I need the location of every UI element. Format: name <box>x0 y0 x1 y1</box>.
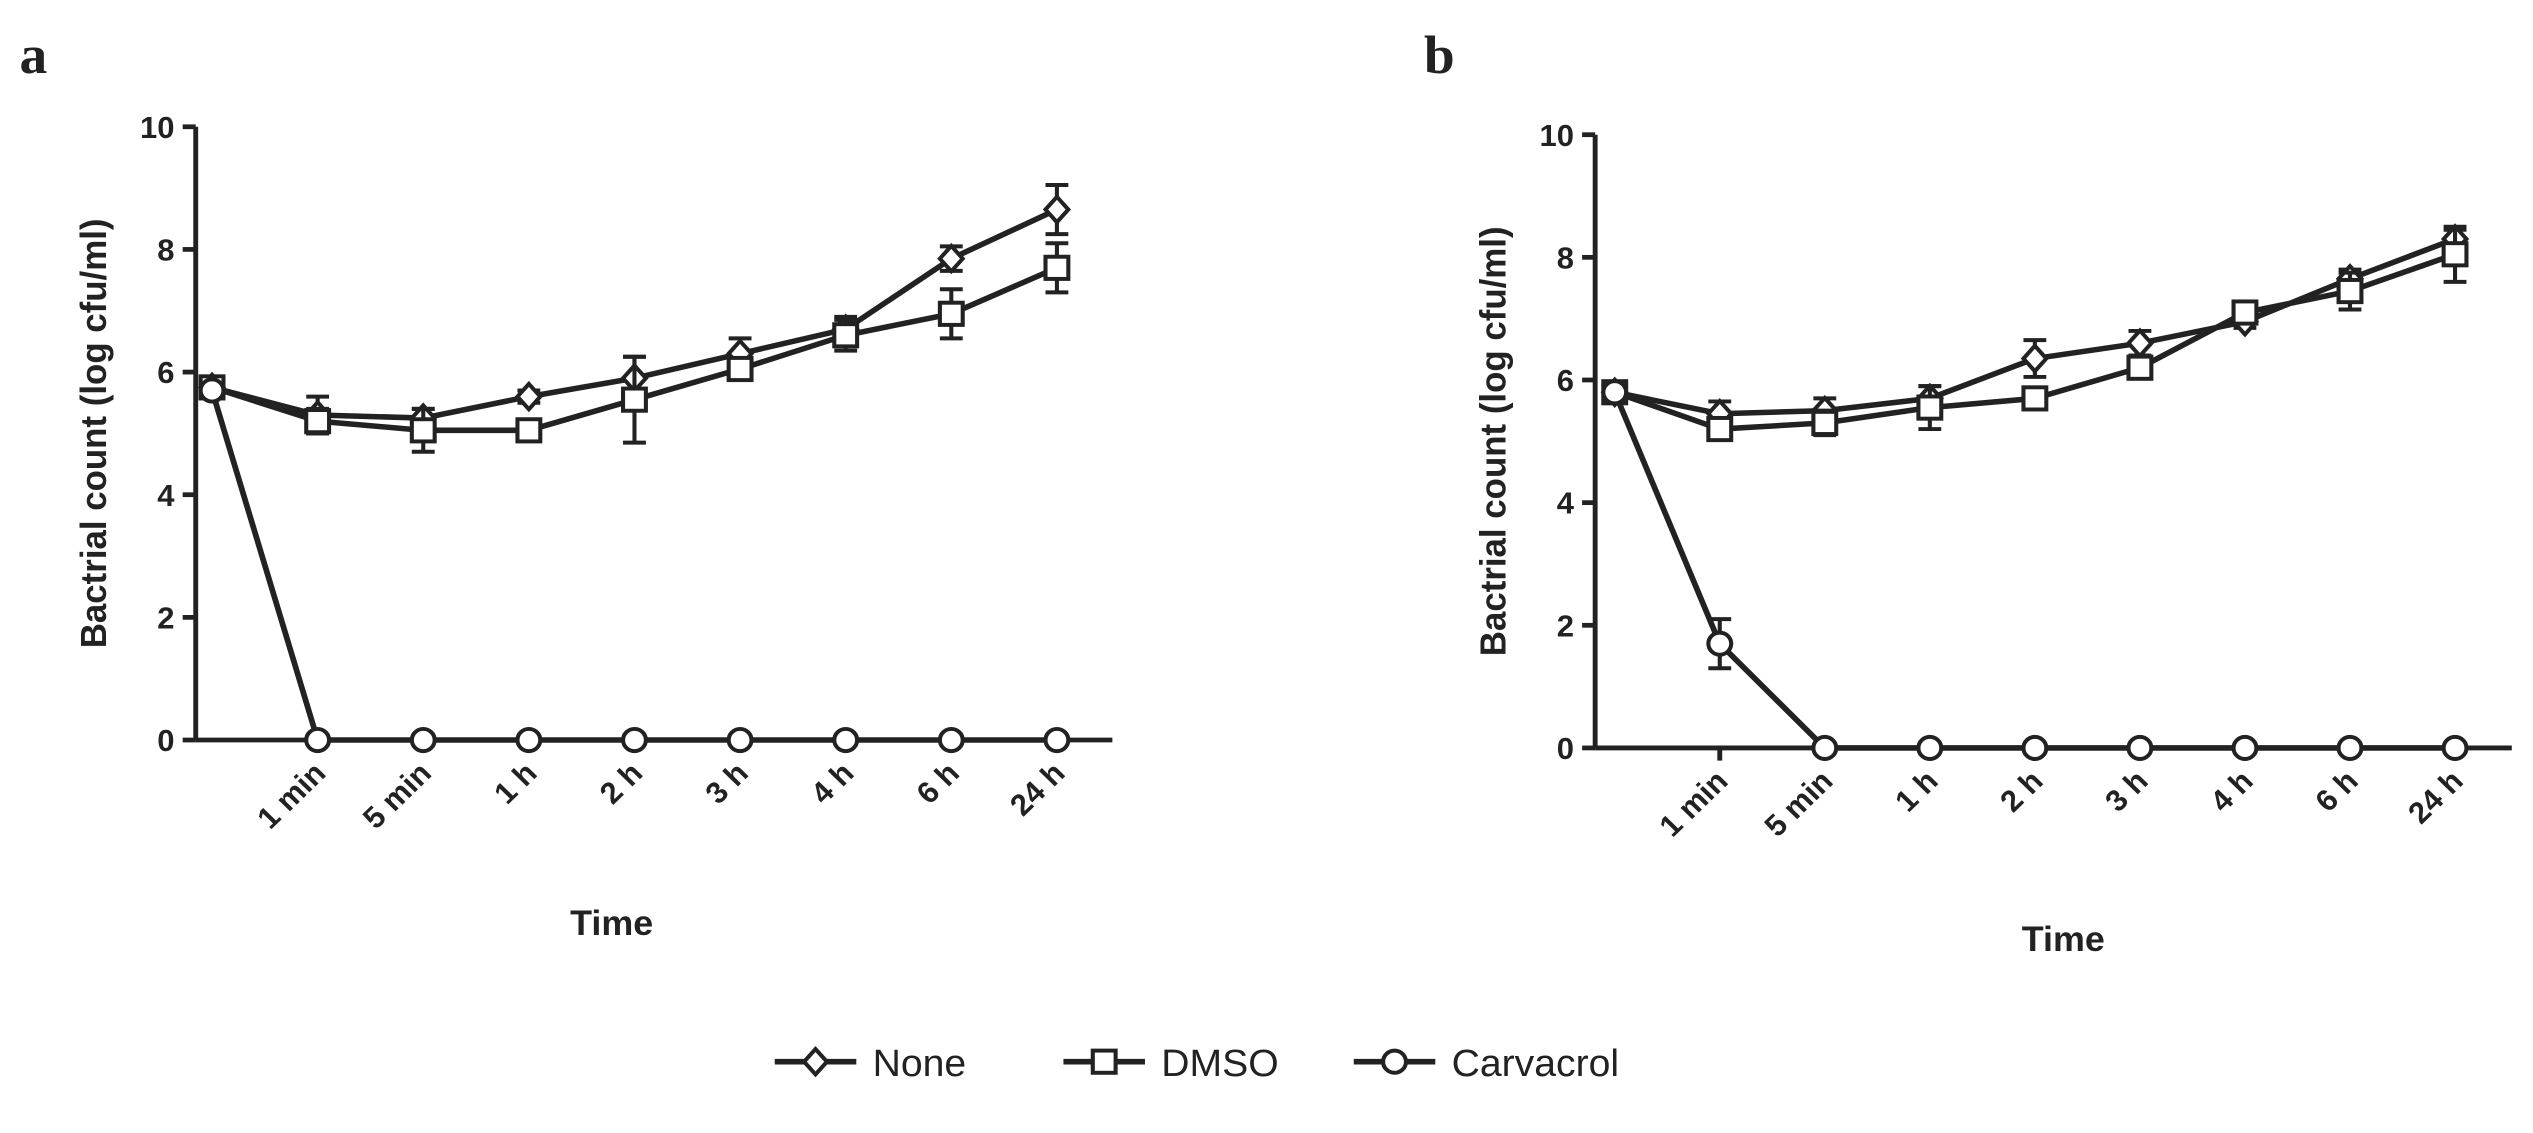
marker <box>1042 193 1072 226</box>
marker <box>2441 734 2469 762</box>
marker <box>1043 726 1071 754</box>
marker <box>621 726 648 754</box>
marker <box>2125 327 2155 359</box>
marker <box>409 726 437 754</box>
marker <box>832 726 860 754</box>
marker <box>726 355 754 383</box>
legend-label: Carvacrol <box>1452 1042 1619 1084</box>
marker <box>2126 734 2154 762</box>
panel-label: b <box>1424 25 1455 85</box>
marker <box>1706 415 1734 443</box>
y-axis-title: Bactrial count (log cfu/ml) <box>75 219 115 649</box>
x-tick-label: 1 min <box>1653 764 1735 843</box>
x-tick-label: 5 min <box>1758 764 1840 843</box>
x-tick-label: 5 min <box>356 756 438 835</box>
y-tick-label: 0 <box>157 725 174 759</box>
marker <box>304 408 332 435</box>
marker <box>832 322 860 349</box>
marker <box>1916 394 1944 421</box>
y-tick-label: 4 <box>1557 487 1574 521</box>
legend-label: None <box>873 1042 967 1084</box>
marker <box>2441 241 2469 268</box>
legend-marker <box>1090 1048 1118 1075</box>
marker <box>621 386 648 413</box>
marker <box>937 242 966 275</box>
y-tick-label: 4 <box>157 479 174 513</box>
marker <box>2020 342 2050 375</box>
marker <box>1043 254 1071 281</box>
marker <box>409 417 437 444</box>
marker <box>2336 734 2364 762</box>
y-tick-label: 6 <box>157 357 174 391</box>
legend-marker <box>801 1046 830 1078</box>
x-tick-label: 6 h <box>2309 764 2365 818</box>
y-tick-label: 2 <box>1557 610 1574 644</box>
panel-label: a <box>20 25 48 85</box>
x-axis-title: Time <box>2022 920 2105 958</box>
x-tick-label: 6 h <box>910 756 966 810</box>
x-tick-label: 4 h <box>2204 764 2260 818</box>
marker <box>2231 734 2259 762</box>
marker <box>937 300 965 327</box>
legend-marker <box>1381 1048 1408 1075</box>
y-tick-label: 10 <box>1539 119 1573 153</box>
y-tick-label: 10 <box>140 111 174 145</box>
x-tick-label: 1 h <box>1889 764 1945 818</box>
x-tick-label: 2 h <box>593 756 649 810</box>
x-tick-label: 3 h <box>699 756 755 810</box>
x-tick-label: 24 h <box>1003 756 1071 822</box>
marker <box>2126 354 2154 381</box>
y-tick-label: 0 <box>1557 732 1574 766</box>
x-tick-label: 3 h <box>2099 764 2155 818</box>
marker <box>1601 379 1629 406</box>
x-axis-title: Time <box>570 904 653 942</box>
series-line <box>1612 391 2456 751</box>
marker <box>1916 734 1944 762</box>
y-tick-label: 8 <box>157 234 174 268</box>
marker <box>2336 277 2364 305</box>
x-tick-label: 4 h <box>804 756 860 810</box>
y-axis-title: Bactrial count (log cfu/ml) <box>1474 226 1514 656</box>
x-tick-label: 24 h <box>2402 764 2470 830</box>
marker <box>515 726 543 754</box>
x-tick-label: 1 h <box>488 756 544 810</box>
x-tick-label: 2 h <box>1994 764 2050 818</box>
marker <box>726 726 754 754</box>
marker <box>2231 299 2259 326</box>
marker <box>514 380 543 413</box>
marker <box>304 726 332 754</box>
marker <box>2021 385 2049 412</box>
marker <box>2021 734 2049 762</box>
y-tick-label: 6 <box>1557 364 1574 398</box>
x-tick-label: 1 min <box>251 756 333 835</box>
marker <box>1811 409 1839 436</box>
marker <box>198 377 226 404</box>
marker <box>1811 734 1839 762</box>
y-tick-label: 2 <box>157 602 174 636</box>
marker <box>937 726 965 754</box>
y-tick-label: 8 <box>1557 242 1574 276</box>
legend-label: DMSO <box>1161 1042 1278 1084</box>
marker <box>1706 630 1734 657</box>
marker <box>515 417 543 444</box>
